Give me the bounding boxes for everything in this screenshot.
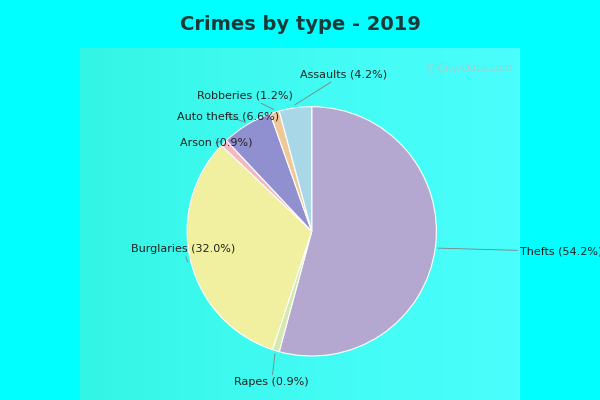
Text: Thefts (54.2%): Thefts (54.2%) (438, 246, 600, 256)
Text: Auto thefts (6.6%): Auto thefts (6.6%) (177, 111, 279, 122)
Wedge shape (187, 146, 312, 350)
Wedge shape (272, 231, 312, 352)
Text: ⓘ City-Data.com: ⓘ City-Data.com (428, 63, 512, 73)
Wedge shape (221, 140, 312, 231)
Wedge shape (226, 114, 312, 231)
Text: Robberies (1.2%): Robberies (1.2%) (197, 90, 293, 110)
Wedge shape (279, 107, 312, 231)
Text: Crimes by type - 2019: Crimes by type - 2019 (179, 14, 421, 34)
Text: Arson (0.9%): Arson (0.9%) (180, 138, 252, 148)
Wedge shape (270, 111, 312, 231)
Wedge shape (279, 107, 436, 356)
Text: Rapes (0.9%): Rapes (0.9%) (234, 354, 309, 387)
Text: Assaults (4.2%): Assaults (4.2%) (295, 69, 387, 105)
Text: Burglaries (32.0%): Burglaries (32.0%) (131, 244, 235, 262)
